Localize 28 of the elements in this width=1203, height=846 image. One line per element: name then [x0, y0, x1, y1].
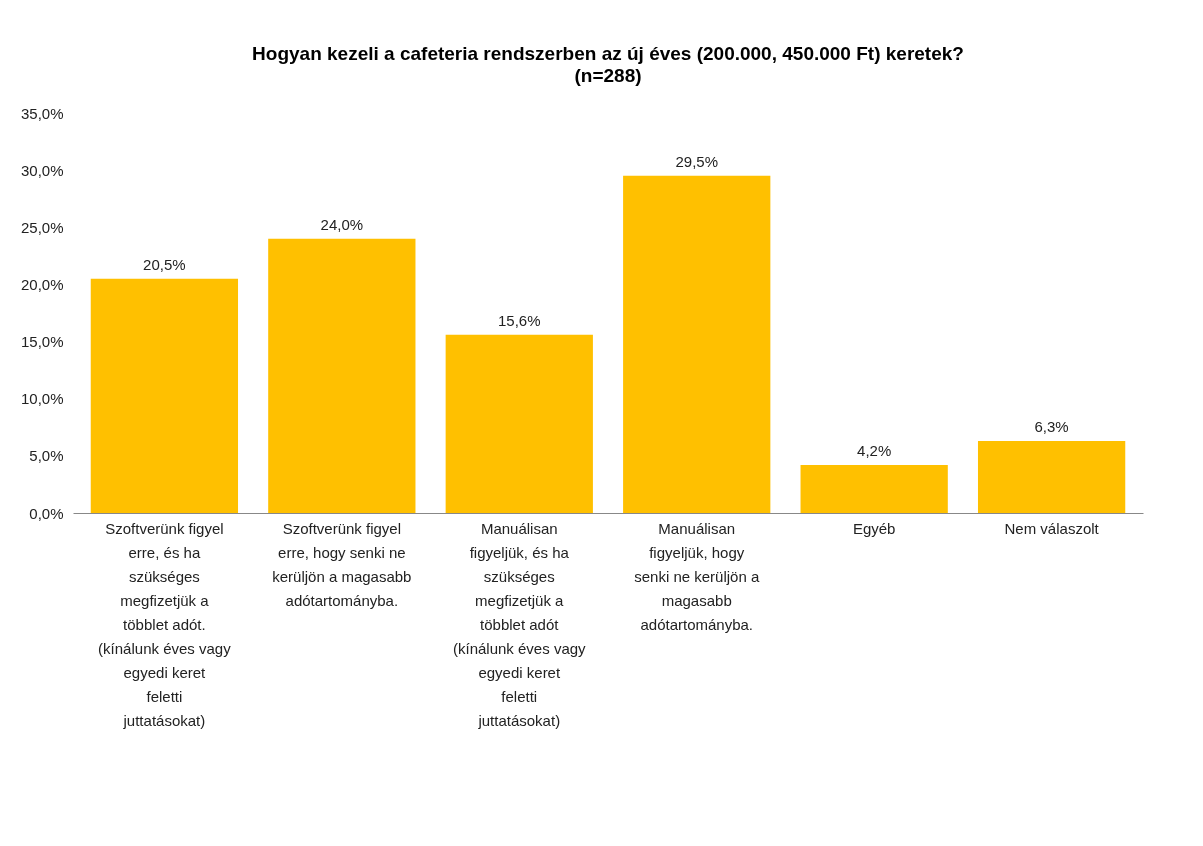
- y-tick-label: 25,0%: [20, 218, 64, 236]
- bar: [623, 175, 771, 513]
- data-label: 29,5%: [675, 152, 718, 170]
- bar: [268, 238, 416, 513]
- y-tick-label: 0,0%: [29, 504, 64, 522]
- y-tick-label: 20,0%: [20, 275, 64, 293]
- category-label: Szoftverünk figyel erre, és ha szükséges megfizetjük a többlet adót. (kínálunk éves vagy egyedi keret feletti juttatásokat): [98, 519, 231, 729]
- bar: [445, 334, 593, 513]
- bar: [90, 278, 239, 513]
- x-tick-label: Szoftverünk figyel erre, hogy senki ne kerüljön a magasabb adótartományba.: [272, 519, 412, 609]
- bar: [800, 465, 948, 513]
- data-label: 4,2%: [857, 442, 892, 459]
- y-tick-label: 35,0%: [20, 104, 64, 122]
- data-label: 20,5%: [143, 255, 186, 273]
- bar: [977, 441, 1126, 513]
- chart-title: Hogyan kezeli a cafeteria rendszerben az új éves (200.000, 450.000 Ft) keretek?: [252, 43, 964, 64]
- data-label: 24,0%: [320, 215, 364, 233]
- y-tick-label: 5,0%: [29, 447, 64, 465]
- data-label: 15,6%: [498, 311, 541, 329]
- chart-subtitle: (n=288): [574, 65, 642, 86]
- y-tick-label: 10,0%: [20, 390, 64, 408]
- x-tick-label: Manuálisan figyeljük, hogy senki ne kerüljön a magasabb adótartományba.: [634, 519, 760, 633]
- y-tick-label: 30,0%: [20, 161, 64, 179]
- y-tick-label: 15,0%: [20, 333, 64, 351]
- data-label: 6,3%: [1034, 418, 1069, 435]
- category-label: Manuálisan figyeljük, és ha szükséges megfizetjük a többlet adót (kínálunk éves vagy egyedi keret feletti juttatásokat): [452, 519, 586, 729]
- x-tick-label: Nem válaszolt: [1004, 519, 1100, 537]
- x-tick-label: Egyéb: [852, 519, 896, 537]
